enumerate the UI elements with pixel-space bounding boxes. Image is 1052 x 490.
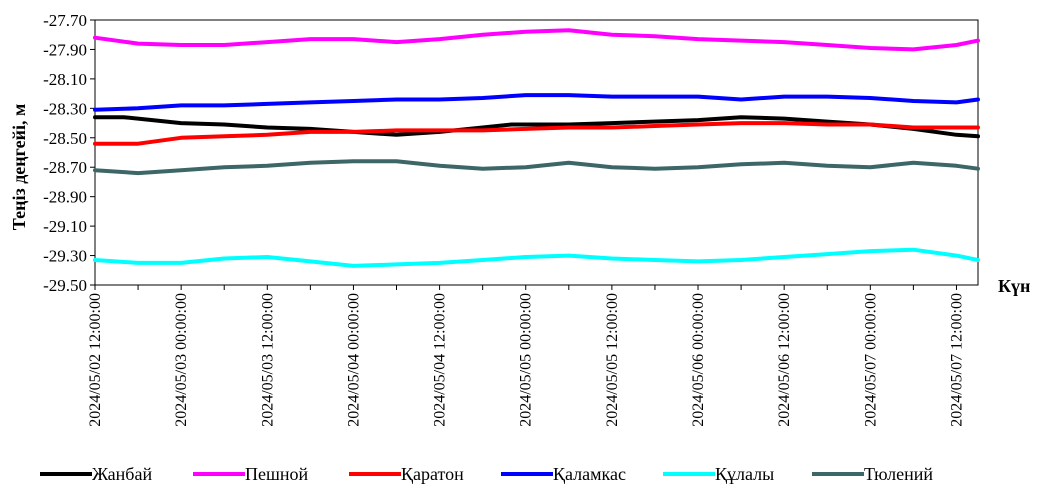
y-tick-label: -29.10	[43, 217, 87, 236]
legend-label: Жанбай	[92, 464, 152, 484]
y-tick-label: -28.30	[43, 99, 87, 118]
legend-label: Тюлений	[864, 464, 933, 484]
x-tick-label: 2024/05/06 00:00:00	[690, 293, 707, 427]
x-tick-label: 2024/05/03 12:00:00	[259, 293, 276, 427]
series-lines	[93, 28, 980, 268]
x-tick-label: 2024/05/05 00:00:00	[518, 293, 535, 427]
y-axis-ticks: -27.70 -27.90 -28.10 -28.30 -28.50 -28.70 -28.…	[43, 11, 95, 295]
y-tick-label: -27.70	[43, 11, 87, 30]
legend-label: Қаратон	[401, 464, 464, 484]
x-tick-label: 2024/05/07 00:00:00	[862, 293, 879, 427]
y-tick-label: -28.50	[43, 129, 87, 148]
series-line-1	[93, 28, 980, 52]
series-line-3	[93, 93, 980, 112]
y-axis-title: Теңіз деңгейі, м	[9, 104, 29, 230]
x-tick-label: 2024/05/04 12:00:00	[432, 293, 449, 427]
x-tick-label: 2024/05/04 00:00:00	[345, 293, 362, 427]
series-line-2	[93, 121, 980, 146]
plot-frame	[94, 19, 979, 286]
x-tick-label: 2024/05/07 12:00:00	[948, 293, 965, 427]
x-tick-label: 2024/05/06 12:00:00	[776, 293, 793, 427]
x-tick-label: 2024/05/05 12:00:00	[604, 293, 621, 427]
y-tick-label: -27.90	[43, 40, 87, 59]
series-line-5	[93, 159, 980, 176]
legend-label: Қаламкас	[553, 464, 626, 484]
x-axis-ticks: 2024/05/02 12:00:00 2024/05/03 00:00:00 20…	[87, 285, 965, 427]
y-tick-label: -28.70	[43, 158, 87, 177]
x-axis-title: Күн	[998, 276, 1030, 296]
series-line-4	[93, 247, 980, 268]
x-tick-label: 2024/05/02 12:00:00	[87, 293, 104, 427]
y-tick-label: -29.30	[43, 247, 87, 266]
legend-label: Пешной	[245, 464, 308, 484]
x-tick-label: 2024/05/03 00:00:00	[173, 293, 190, 427]
legend: Жанбай Пешной Қаратон Қаламкас Құлалы Тюлений	[40, 464, 933, 484]
legend-label: Құлалы	[715, 464, 774, 484]
y-tick-label: -29.50	[43, 276, 87, 295]
plot-area	[94, 19, 979, 286]
y-tick-label: -28.10	[43, 70, 87, 89]
y-tick-label: -28.90	[43, 188, 87, 207]
